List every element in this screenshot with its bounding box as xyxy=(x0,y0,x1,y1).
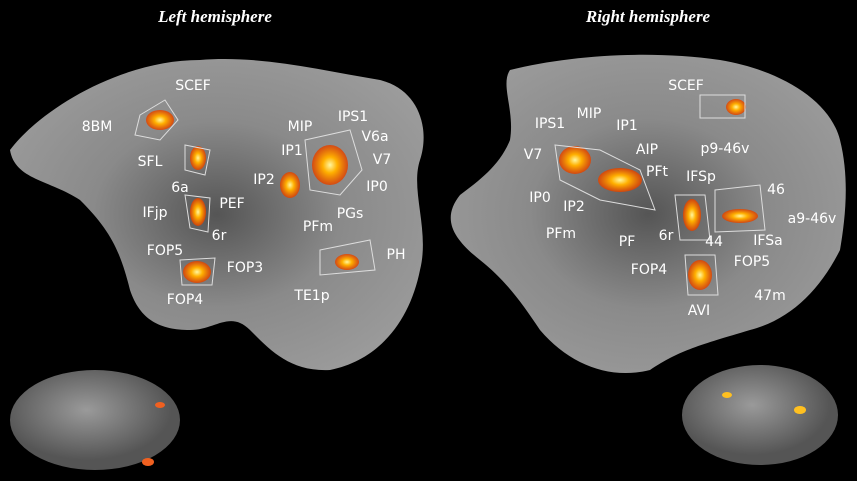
region-label: FOP5 xyxy=(147,243,183,259)
region-label: PFt xyxy=(646,164,668,180)
region-label: FOP3 xyxy=(227,260,263,276)
region-label: IP1 xyxy=(616,118,637,134)
region-label: IP2 xyxy=(563,199,584,215)
region-label: FOP4 xyxy=(167,292,204,308)
region-label: IP0 xyxy=(529,190,550,206)
region-label: V6a xyxy=(361,129,388,145)
thumbnail-blob xyxy=(722,392,732,398)
region-label: FOP4 xyxy=(631,262,668,278)
region-label: p9-46v xyxy=(701,141,750,157)
region-label: V7 xyxy=(373,152,391,168)
region-outlines xyxy=(134,94,766,296)
region-label: IFSp xyxy=(686,169,716,185)
region-label: PFm xyxy=(546,226,576,242)
panel-title: Left hemisphere xyxy=(157,7,272,26)
right-brain-thumbnail xyxy=(682,365,838,465)
region-label: 8BM xyxy=(82,119,113,135)
region-label: 6r xyxy=(659,228,674,244)
region-label: a9-46v xyxy=(788,211,837,227)
thumbnail-blob xyxy=(794,406,806,414)
region-label: AVI xyxy=(688,303,710,319)
region-label: IFjp xyxy=(143,205,168,221)
region-label: PFm xyxy=(303,219,333,235)
activation-blobs xyxy=(146,99,758,290)
region-label: IPS1 xyxy=(338,109,368,125)
region-label: SFL xyxy=(138,154,163,170)
panel-title: Right hemisphere xyxy=(585,7,711,26)
region-label: IP1 xyxy=(281,143,302,159)
region-label: MIP xyxy=(577,106,602,122)
region-label: PF xyxy=(619,234,636,250)
region-label: 47m xyxy=(754,288,785,304)
region-label: IP2 xyxy=(253,172,274,188)
region-label: MIP xyxy=(288,119,313,135)
region-label: PH xyxy=(387,247,406,263)
region-label: IPS1 xyxy=(535,116,565,132)
region-label: PGs xyxy=(337,206,364,222)
region-label: FOP5 xyxy=(734,254,770,270)
region-label: 44 xyxy=(705,234,723,250)
region-label: IFSa xyxy=(753,233,782,249)
region-label: 6a xyxy=(171,180,189,196)
region-label: V7 xyxy=(524,147,542,163)
region-label: SCEF xyxy=(175,78,211,94)
right-flatmap xyxy=(450,54,846,374)
region-label: IP0 xyxy=(366,179,387,195)
region-label: 6r xyxy=(212,228,227,244)
left-brain-thumbnail xyxy=(10,370,180,470)
thumbnail-blob xyxy=(155,402,165,408)
thumbnail-blob xyxy=(142,458,154,466)
region-label: 46 xyxy=(767,182,785,198)
region-label: SCEF xyxy=(668,78,704,94)
region-label: AIP xyxy=(636,142,658,158)
region-label: PEF xyxy=(219,196,244,212)
region-label: TE1p xyxy=(293,288,329,304)
